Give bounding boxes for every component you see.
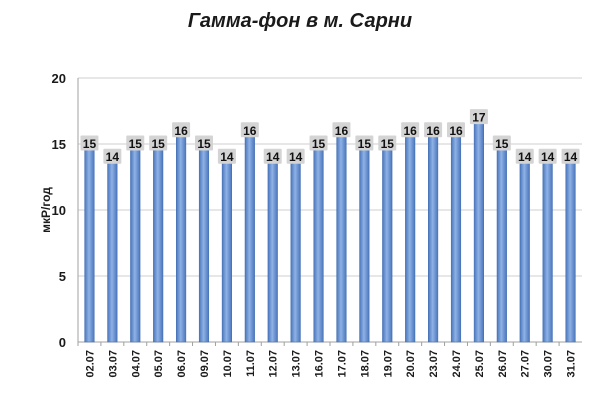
data-label-box [263, 148, 282, 164]
data-label-box [492, 135, 511, 151]
bar [267, 156, 278, 343]
data-label-box [538, 148, 557, 164]
x-tick-label: 04.07 [130, 350, 142, 378]
data-label-box [80, 135, 99, 151]
tick-labels: 0 5 10 15 20 02.07 03.07 04.07 05.07 06.07 09.07 10… [52, 71, 578, 378]
x-tick-label: 19.07 [382, 350, 394, 378]
x-tick-label: 26.07 [497, 350, 509, 378]
bar [565, 156, 576, 343]
data-label-box [424, 122, 443, 138]
data-label-box [515, 148, 534, 164]
bar [496, 143, 507, 343]
bar [542, 156, 553, 343]
bar [244, 130, 255, 343]
bar [382, 143, 393, 343]
y-tick-label: 5 [59, 269, 66, 284]
data-label: 16 [243, 124, 257, 138]
x-tick-label: 17.07 [336, 350, 348, 378]
data-label-box [217, 148, 236, 164]
bar [130, 143, 141, 343]
data-label: 16 [449, 124, 463, 138]
bar [428, 130, 439, 343]
bars [84, 117, 576, 343]
data-label: 15 [312, 137, 326, 151]
x-tick-label: 31.07 [566, 350, 578, 378]
data-label: 15 [83, 137, 97, 151]
data-label-box [378, 135, 397, 151]
x-tick-label: 25.07 [474, 350, 486, 378]
data-label: 17 [472, 111, 486, 125]
x-tick-label: 02.07 [84, 350, 96, 378]
data-label-box [103, 148, 122, 164]
x-tick-label: 09.07 [199, 350, 211, 378]
data-label-box [355, 135, 374, 151]
x-tick-label: 24.07 [451, 350, 463, 378]
data-label: 16 [426, 124, 440, 138]
data-label: 14 [106, 150, 120, 164]
data-label: 15 [197, 137, 211, 151]
data-label: 14 [564, 150, 578, 164]
data-label-box [149, 135, 168, 151]
bar [176, 130, 187, 343]
y-axis-title: мкР/год [39, 187, 53, 233]
x-tick-label: 16.07 [314, 350, 326, 378]
x-tick-label: 18.07 [359, 350, 371, 378]
x-tick-label: 13.07 [291, 350, 303, 378]
x-tick-label: 27.07 [520, 350, 532, 378]
bar [405, 130, 416, 343]
data-label-box [469, 109, 488, 125]
bar [84, 143, 95, 343]
data-label-box [126, 135, 145, 151]
y-tick-label: 20 [52, 71, 66, 86]
bar [153, 143, 164, 343]
bar [221, 156, 232, 343]
x-tick-label: 10.07 [222, 350, 234, 378]
x-tick-label: 06.07 [176, 350, 188, 378]
data-label: 16 [404, 124, 418, 138]
data-label: 15 [129, 137, 143, 151]
data-label-box [195, 135, 213, 151]
data-label: 16 [174, 124, 188, 138]
chart-title: Гамма-фон в м. Сарни [187, 10, 413, 32]
data-label: 14 [289, 150, 303, 164]
data-label-box [332, 122, 351, 138]
data-label: 14 [541, 150, 555, 164]
data-label: 14 [266, 150, 280, 164]
data-label: 16 [335, 124, 349, 138]
y-tick-label: 15 [52, 137, 66, 152]
x-tick-label: 11.07 [245, 350, 257, 377]
y-tick-label: 0 [59, 335, 66, 350]
bar [107, 156, 118, 343]
x-tick-label: 05.07 [153, 350, 165, 378]
data-label: 15 [358, 137, 372, 151]
data-label: 15 [495, 137, 509, 151]
x-tick-label: 23.07 [428, 350, 440, 378]
x-tick-label: 30.07 [543, 350, 555, 378]
data-label-box [309, 135, 328, 151]
bar [290, 156, 301, 343]
data-label-box [447, 122, 465, 138]
data-label-box [561, 148, 580, 164]
bar [473, 117, 484, 343]
data-label-box [401, 122, 420, 138]
data-label-box [240, 122, 259, 138]
x-tick-label: 03.07 [107, 350, 119, 378]
x-tick-label: 20.07 [405, 350, 417, 378]
data-label: 14 [518, 150, 532, 164]
x-tick-label: 12.07 [268, 350, 280, 378]
data-label-box [172, 122, 191, 138]
data-label: 14 [220, 150, 234, 164]
data-label-box [286, 148, 305, 164]
bar [519, 156, 530, 343]
data-labels: 15 14 15 15 16 15 14 16 14 14 15 16 15 15 16 16 16 17 15 14… [80, 109, 580, 164]
bar [359, 143, 370, 343]
bar [450, 130, 462, 343]
data-label: 15 [381, 137, 395, 151]
bar [336, 130, 347, 343]
bar [313, 143, 324, 343]
data-label: 15 [152, 137, 166, 151]
bar [198, 143, 210, 343]
y-tick-label: 10 [52, 203, 66, 218]
